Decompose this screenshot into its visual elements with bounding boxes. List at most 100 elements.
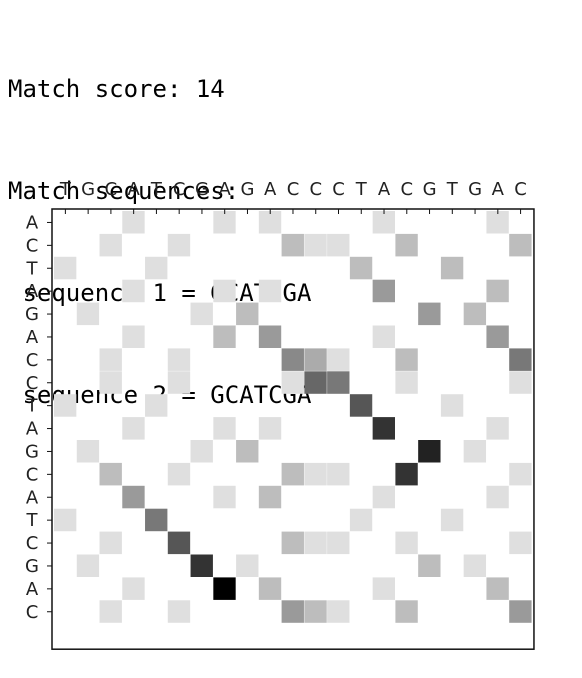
y-sequence-label: A (26, 487, 39, 508)
matrix-cell (372, 279, 395, 303)
matrix-cell (349, 508, 373, 532)
matrix-cell (509, 371, 532, 394)
matrix-cell (463, 302, 487, 326)
matrix-cell (395, 371, 418, 394)
matrix-cell (258, 577, 282, 600)
matrix-cell (167, 531, 191, 555)
matrix-cell (281, 462, 304, 486)
matrix-cell (372, 485, 395, 509)
matrix-cell (281, 600, 304, 623)
matrix-cell (258, 279, 282, 303)
matrix-cell (327, 348, 350, 371)
y-sequence-label: A (26, 281, 39, 302)
match-sequences-label: Match sequences: (8, 177, 240, 205)
x-sequence-label: T (59, 179, 72, 200)
matrix-cell (122, 279, 145, 303)
matrix-cell (99, 600, 122, 623)
matrix-cell (190, 440, 213, 463)
matrix-cell (349, 256, 373, 280)
matrix-cell (122, 485, 145, 509)
x-sequence-label: A (492, 179, 505, 200)
matrix-cell (99, 233, 122, 257)
matrix-cell (76, 302, 100, 326)
x-sequence-label: G (81, 179, 95, 200)
matrix-cell (395, 531, 418, 555)
matrix-cell (486, 325, 509, 348)
x-sequence-label: C (105, 179, 118, 200)
top-ticks (47, 209, 522, 613)
y-sequence-label: T (26, 396, 39, 417)
matrix-cell (395, 348, 418, 371)
matrix-cell (236, 554, 259, 577)
matrix-cell (54, 256, 77, 280)
matrix-cell (99, 531, 122, 555)
y-sequence-label: T (26, 258, 39, 279)
y-sequence-label: G (25, 304, 39, 325)
y-sequence-label: C (26, 235, 39, 256)
x-sequence-label: G (240, 179, 254, 200)
matrix-cell (304, 600, 327, 623)
matrix-cell (122, 211, 145, 234)
y-sequence-label: C (26, 350, 39, 371)
matrix-cell (167, 462, 191, 486)
matrix-cell (395, 233, 418, 257)
matrix-cell (327, 531, 350, 555)
matrix-cell (190, 302, 213, 326)
matrix-cell (486, 279, 509, 303)
matrix-cell (122, 325, 145, 348)
matrix-cell (54, 394, 77, 417)
matrix-cell (236, 440, 259, 463)
matrix-cell (167, 371, 191, 394)
matrix-cell (304, 233, 327, 257)
matrix-cell (509, 600, 532, 623)
matrix-cell (509, 531, 532, 555)
matrix-cell (167, 348, 191, 371)
matrix-cell (258, 325, 282, 348)
y-sequence-label: T (26, 510, 39, 531)
matrix-cell (236, 302, 259, 326)
y-sequence-label: C (26, 464, 39, 485)
matrix-cell (167, 233, 191, 257)
x-sequence-label: C (173, 179, 186, 200)
x-sequence-label: C (309, 179, 322, 200)
matrix-cell (440, 256, 464, 280)
matrix-cell (281, 348, 304, 371)
matrix-cell (327, 233, 350, 257)
x-sequence-label: T (446, 179, 459, 200)
matrix-cells (54, 211, 532, 623)
matrix-cell (145, 508, 168, 532)
matrix-cell (463, 554, 487, 577)
x-sequence-label: C (287, 179, 300, 200)
y-sequence-label: A (26, 579, 39, 600)
matrix-cell (213, 417, 236, 440)
matrix-cell (327, 462, 350, 486)
matrix-cell (509, 233, 532, 257)
matrix-cell (281, 531, 304, 555)
x-sequence-label: G (423, 179, 437, 200)
matrix-cell (486, 211, 509, 234)
matrix-cell (281, 371, 304, 394)
matrix-cell (304, 531, 327, 555)
matrix-cell (213, 485, 236, 509)
matrix-cell (213, 577, 236, 600)
matrix-cell (463, 440, 487, 463)
y-sequence-label: A (26, 419, 39, 440)
x-sequence-label: T (150, 179, 163, 200)
matrix-cell (440, 508, 464, 532)
matrix-cell (440, 394, 464, 417)
matrix-cell (372, 325, 395, 348)
matrix-cell (395, 462, 418, 486)
matrix-cell (349, 394, 373, 417)
x-sequence-label: C (332, 179, 345, 200)
matrix-cell (258, 211, 282, 234)
x-sequence-label: A (378, 179, 391, 200)
matrix-cell (213, 325, 236, 348)
x-sequence-label: G (195, 179, 209, 200)
matrix-cell (213, 211, 236, 234)
matrix-cell (122, 577, 145, 600)
y-sequence-label: C (26, 602, 39, 623)
matrix-cell (213, 279, 236, 303)
matrix-cell (372, 417, 395, 440)
